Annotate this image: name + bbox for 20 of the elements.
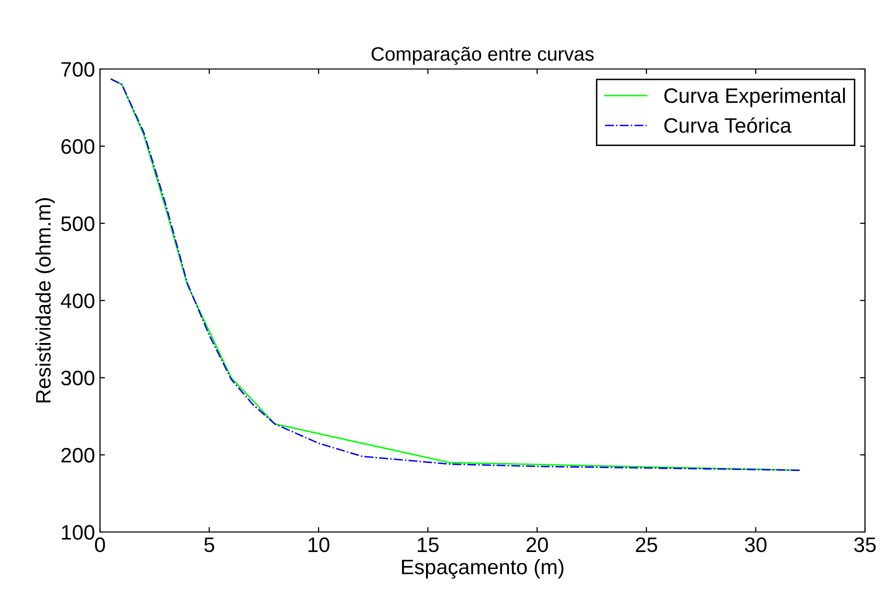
- y-tick-label: 700: [61, 62, 94, 77]
- x-tick-label: 15: [418, 538, 439, 552]
- y-tick-label: 100: [62, 525, 94, 540]
- x-axis-title: Espaçamento (m): [402, 559, 564, 579]
- x-tick-label: 30: [744, 537, 766, 552]
- y-tick-label: 300: [61, 370, 94, 386]
- y-axis-title: Resistividade (ohm.m): [35, 198, 55, 402]
- chart-title: Comparação entre curvas: [372, 46, 594, 65]
- legend-label: Curva Teórica: [664, 117, 792, 133]
- y-tick-label: 200: [61, 448, 94, 463]
- x-tick-label: 5: [204, 538, 214, 552]
- legend-label: Curva Experimental: [664, 88, 845, 108]
- y-tick-label: 600: [61, 139, 94, 154]
- x-tick-label: 20: [526, 537, 548, 552]
- y-tick-label: 500: [61, 216, 94, 232]
- x-tick-label: 10: [308, 537, 330, 552]
- x-tick-label: 0: [95, 537, 105, 552]
- y-tick-label: 400: [60, 294, 94, 308]
- x-tick-label: 35: [854, 537, 876, 552]
- x-tick-label: 25: [636, 537, 658, 552]
